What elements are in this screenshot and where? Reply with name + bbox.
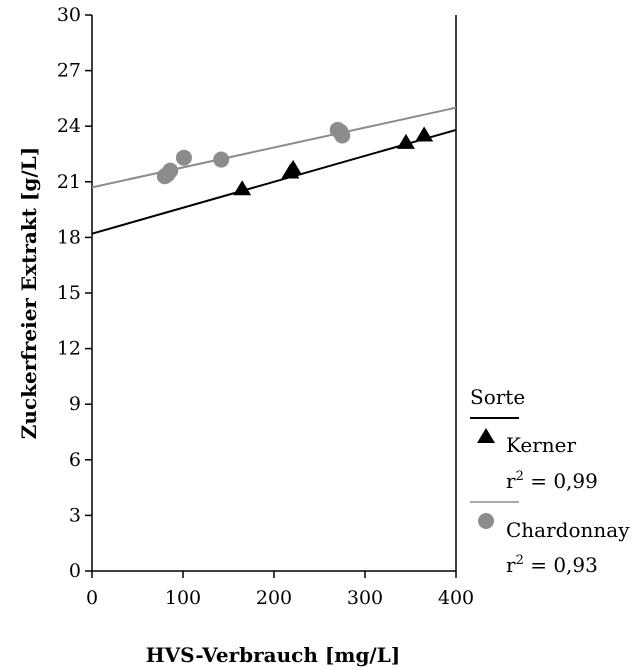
legend-kerner-label: Kerner [506, 433, 577, 457]
y-tick-label: 18 [57, 226, 81, 248]
kerner-fit-line [91, 128, 457, 235]
data-points [156, 121, 434, 196]
legend-title: Sorte [470, 385, 525, 409]
y-tick-label: 3 [69, 504, 81, 526]
y-tick-label: 15 [57, 282, 81, 304]
axes [91, 15, 457, 572]
fit-lines [91, 106, 457, 235]
y-tick-label: 21 [57, 171, 81, 193]
chardonnay-fit-line [91, 106, 457, 189]
chardonnay-point [175, 149, 192, 166]
y-tick-label: 6 [69, 449, 81, 471]
x-tick-label: 100 [165, 587, 201, 609]
y-tick-label: 27 [57, 60, 81, 82]
legend: Sorte Kerner r2 = 0,99 Chardonnay r2 = 0… [470, 385, 630, 577]
legend-kerner-marker [477, 428, 495, 443]
x-axis-title: HVS-Verbrauch [mg/L] [146, 643, 401, 667]
y-tick-label: 24 [57, 115, 81, 137]
x-tick-label: 400 [438, 587, 474, 609]
legend-chardonnay-label: Chardonnay [506, 518, 630, 542]
legend-chardonnay-marker [478, 513, 494, 529]
kerner-point [233, 180, 252, 196]
y-tick-label: 30 [57, 4, 81, 26]
legend-chardonnay-r2: r2 = 0,93 [506, 553, 598, 577]
kerner-point [415, 126, 434, 142]
chardonnay-point [162, 162, 179, 179]
y-ticks: 0 3 6 9 12 15 18 21 24 27 30 [57, 4, 92, 582]
x-tick-label: 200 [256, 587, 292, 609]
legend-kerner-r2: r2 = 0,99 [506, 469, 598, 493]
y-tick-label: 9 [69, 393, 81, 415]
kerner-point [396, 133, 415, 149]
y-tick-label: 12 [57, 338, 81, 360]
x-tick-label: 300 [347, 587, 383, 609]
x-tick-label: 0 [86, 587, 98, 609]
chardonnay-point [213, 151, 230, 168]
chardonnay-point [334, 127, 351, 144]
x-ticks: 0 100 200 300 400 [86, 571, 474, 609]
y-tick-label: 0 [69, 560, 81, 582]
kerner-point [284, 159, 303, 175]
y-axis-title: Zuckerfreier Extrakt [g/L] [17, 147, 41, 439]
